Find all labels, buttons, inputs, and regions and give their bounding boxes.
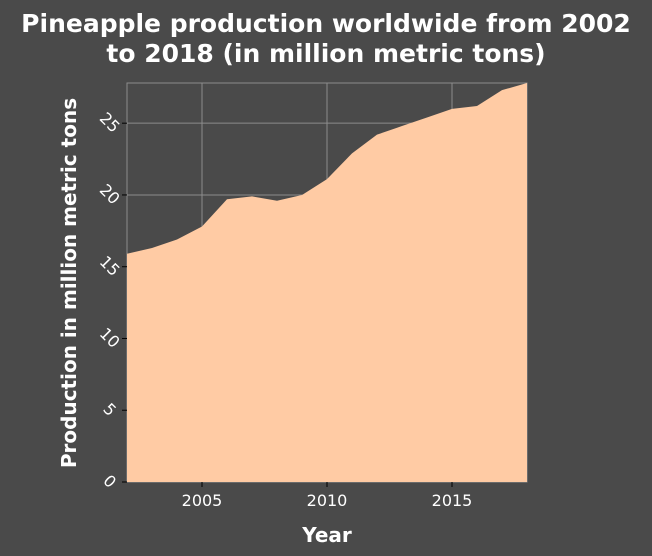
y-axis-label: Production in million metric tons <box>57 98 81 468</box>
chart-title-line-1: Pineapple production worldwide from 2002 <box>21 9 631 38</box>
x-tick-label-2005: 2005 <box>182 491 223 510</box>
y-tick-label-5: 5 <box>99 399 120 420</box>
x-tick-label-2010: 2010 <box>307 491 348 510</box>
y-tick-label-10: 10 <box>96 324 124 352</box>
chart-title-line-2: to 2018 (in million metric tons) <box>106 39 545 68</box>
plot-area <box>126 82 528 482</box>
y-tick-label-25: 25 <box>96 109 124 137</box>
y-tick-label-0: 0 <box>99 471 120 492</box>
x-tick-label-2015: 2015 <box>432 491 473 510</box>
production-area <box>127 83 527 482</box>
x-axis-label: Year <box>301 523 352 547</box>
y-tick-label-15: 15 <box>96 252 124 280</box>
y-tick-label-20: 20 <box>96 180 124 208</box>
